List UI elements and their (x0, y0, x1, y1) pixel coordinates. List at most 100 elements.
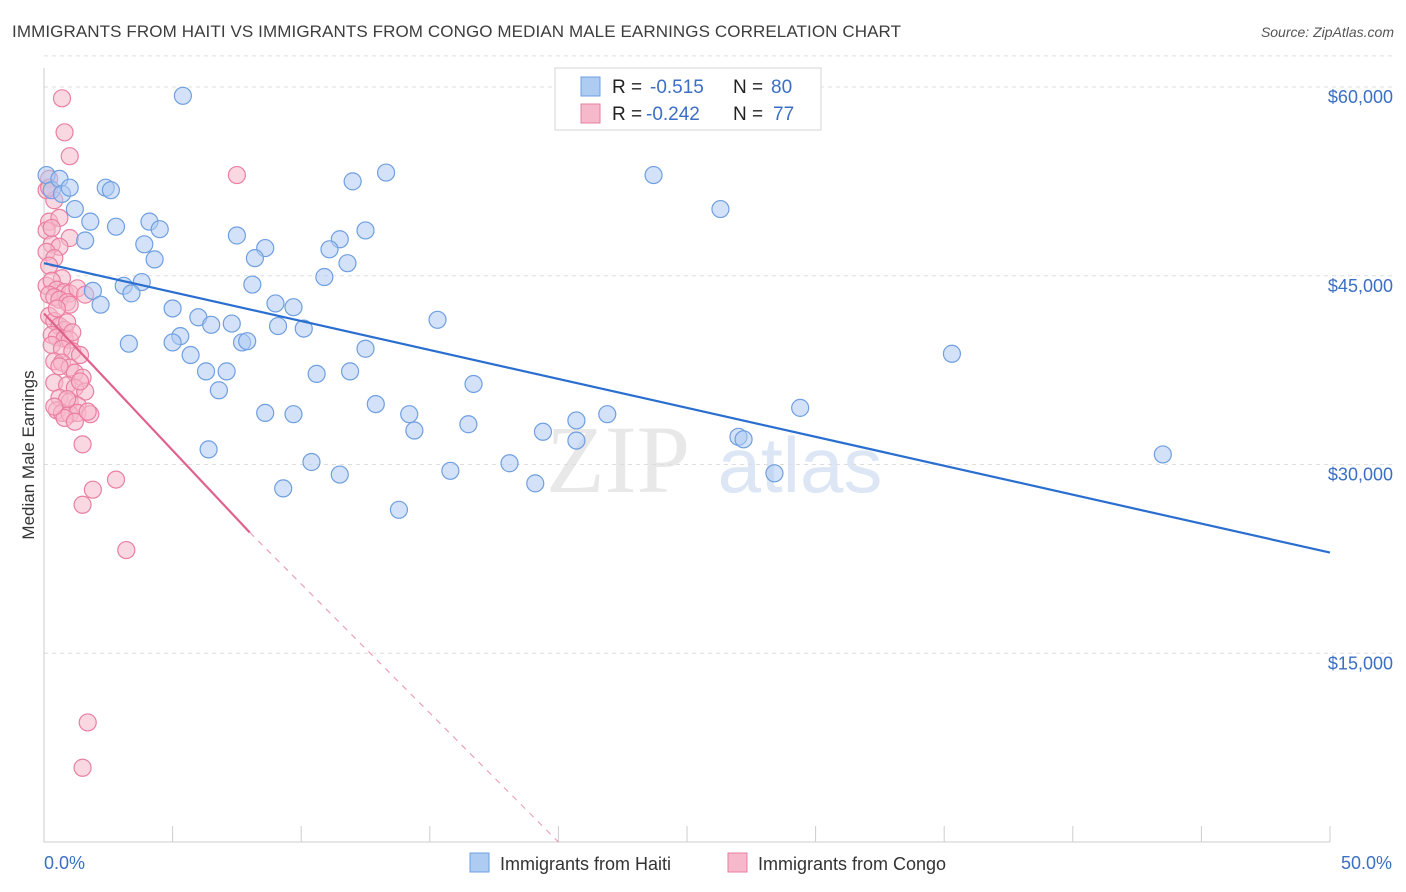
haiti-data-point (533, 422, 553, 441)
x-tick-label-min: 0.0% (44, 853, 85, 873)
congo-data-point (70, 372, 90, 391)
congo-data-point (83, 480, 102, 499)
legend-n-label-congo: N = (733, 104, 763, 125)
congo-data-point (106, 470, 126, 489)
y-tick-label: $15,000 (1328, 653, 1393, 673)
haiti-data-point (338, 254, 357, 273)
legend-swatch-haiti (580, 76, 601, 97)
haiti-data-point (284, 405, 303, 424)
haiti-data-point (81, 212, 100, 231)
haiti-data-point (202, 315, 221, 334)
y-tick-label: $60,000 (1328, 87, 1393, 107)
series-legend: Immigrants from Haiti Immigrants from Co… (469, 852, 946, 874)
haiti-data-point (302, 452, 321, 472)
haiti-data-point (243, 275, 262, 294)
series-congo-points (37, 89, 246, 777)
stats-legend: R = -0.515 N = 80 R = -0.242 N = 77 (554, 67, 822, 131)
haiti-data-point (405, 421, 424, 440)
haiti-data-point (101, 181, 120, 200)
haiti-data-point (173, 86, 192, 105)
congo-data-point (65, 412, 84, 431)
congo-data-point (78, 402, 97, 421)
chart-source: Source: ZipAtlas.com (1260, 24, 1394, 40)
haiti-data-point (567, 431, 586, 450)
haiti-data-point (441, 461, 460, 480)
x-tick-marks (43, 826, 1331, 842)
haiti-data-point (765, 464, 784, 483)
congo-data-point (42, 218, 61, 238)
y-tick-label: $45,000 (1328, 276, 1393, 296)
trend-lines (43, 262, 1331, 843)
congo-data-point (227, 165, 246, 185)
congo-data-point (52, 89, 72, 108)
haiti-data-point (83, 281, 102, 300)
haiti-data-point (209, 381, 228, 400)
congo-data-point (73, 758, 92, 777)
haiti-data-point (356, 221, 375, 240)
haiti-data-point (389, 500, 409, 519)
haiti-data-point (644, 165, 663, 185)
haiti-data-point (315, 267, 334, 287)
haiti-data-point (238, 332, 257, 351)
haiti-trend-line (43, 262, 1331, 554)
haiti-data-point (274, 479, 293, 498)
congo-data-point (73, 435, 92, 454)
congo-data-point (47, 299, 66, 318)
haiti-data-point (217, 362, 236, 381)
legend-n-value-congo: 77 (773, 104, 794, 125)
x-tick-label-max: 50.0% (1341, 853, 1392, 873)
y-tick-labels: $15,000 $30,000 $45,000 $60,000 (1328, 87, 1393, 673)
haiti-data-point (245, 249, 265, 268)
grid-lines (44, 55, 1393, 654)
haiti-data-point (145, 250, 164, 269)
haiti-data-point (65, 199, 84, 219)
haiti-data-point (150, 220, 169, 239)
haiti-data-point (307, 364, 326, 383)
congo-trend-extension (249, 532, 559, 843)
congo-data-point (78, 713, 97, 732)
haiti-data-point (256, 403, 275, 423)
haiti-data-point (222, 314, 241, 333)
haiti-data-point (227, 226, 246, 245)
congo-data-point (45, 397, 64, 416)
haiti-data-point (942, 344, 962, 363)
haiti-data-point (1153, 445, 1172, 464)
congo-data-point (73, 495, 92, 514)
haiti-data-point (284, 298, 303, 317)
series-legend-label-congo: Immigrants from Congo (758, 854, 946, 874)
congo-data-point (60, 147, 79, 166)
haiti-data-point (428, 310, 447, 329)
congo-trend-line (43, 312, 251, 534)
haiti-data-point (711, 199, 730, 219)
haiti-data-point (266, 294, 285, 313)
series-haiti-points (37, 86, 1172, 519)
haiti-data-point (91, 295, 110, 314)
haiti-data-point (356, 339, 375, 358)
haiti-data-point (60, 178, 79, 197)
haiti-data-point (106, 217, 126, 236)
legend-n-label-haiti: N = (733, 77, 763, 98)
haiti-data-point (181, 345, 200, 365)
haiti-data-point (526, 474, 545, 493)
legend-r-label-haiti: R = (612, 77, 642, 98)
haiti-data-point (598, 405, 617, 424)
legend-n-value-haiti: 80 (771, 77, 792, 98)
haiti-data-point (567, 411, 586, 430)
y-tick-label: $30,000 (1328, 465, 1393, 485)
haiti-data-point (500, 454, 519, 473)
chart-title: IMMIGRANTS FROM HAITI VS IMMIGRANTS FROM… (12, 22, 902, 41)
haiti-data-point (163, 299, 182, 318)
haiti-data-point (330, 465, 349, 484)
haiti-data-point (122, 284, 141, 303)
congo-data-point (50, 357, 69, 376)
legend-r-value-haiti: -0.515 (650, 77, 704, 98)
legend-r-value-congo: -0.242 (646, 104, 700, 125)
congo-data-point (117, 540, 136, 560)
haiti-data-point (376, 163, 396, 182)
haiti-data-point (163, 333, 182, 352)
haiti-data-point (135, 235, 154, 254)
haiti-data-point (459, 415, 478, 434)
haiti-data-point (294, 319, 313, 338)
haiti-data-point (340, 362, 360, 381)
